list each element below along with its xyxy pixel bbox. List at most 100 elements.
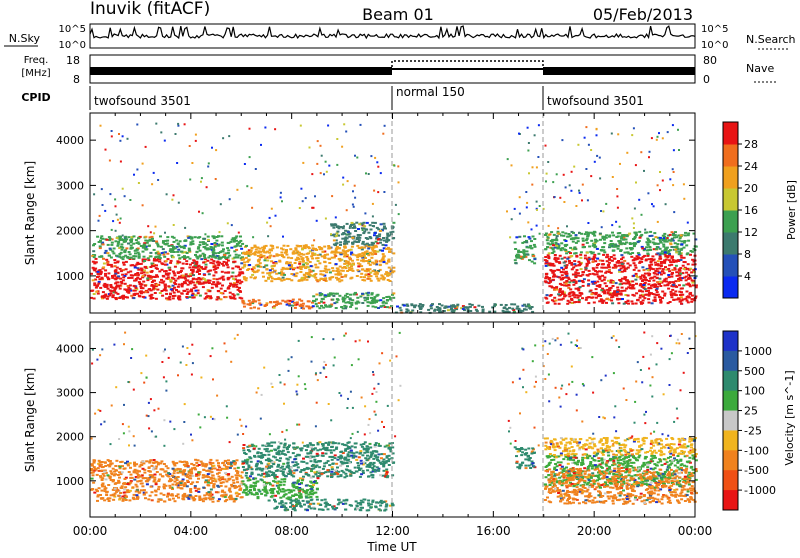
power-cell [357, 234, 360, 236]
power-cell [650, 287, 653, 289]
power-sparse-cell [101, 188, 103, 190]
power-cell [178, 261, 181, 263]
velocity-cell [153, 480, 156, 482]
velocity-cell [245, 475, 248, 477]
power-cell [111, 242, 114, 244]
power-cell [331, 293, 334, 295]
power-cell [379, 260, 382, 262]
power-cell [671, 272, 674, 274]
power-ytick-label: 2000 [56, 225, 84, 238]
power-sparse-cell [536, 166, 538, 168]
power-cell [184, 239, 187, 241]
power-sparse-cell [189, 179, 191, 181]
power-cell [672, 284, 675, 286]
power-cell [361, 293, 364, 295]
power-cell [116, 261, 119, 263]
power-cell [137, 269, 140, 271]
power-cell [560, 271, 563, 273]
power-cell [343, 256, 346, 258]
power-cell [666, 284, 669, 286]
power-cell [659, 248, 662, 250]
power-cell [210, 259, 213, 261]
power-cell [396, 306, 399, 308]
power-cell [508, 307, 511, 309]
power-sparse-cell [93, 193, 95, 195]
velocity-cell [289, 469, 292, 471]
power-cell [544, 234, 547, 236]
power-cell [616, 287, 619, 289]
power-sparse-cell [102, 204, 104, 206]
power-cell [192, 282, 195, 284]
power-cell [321, 251, 324, 253]
power-cell [307, 266, 310, 268]
power-cell [605, 302, 608, 304]
power-sparse-cell [305, 197, 307, 199]
power-cell [339, 274, 342, 276]
power-cell [668, 259, 671, 261]
velocity-cell [194, 459, 197, 461]
power-cell [602, 254, 605, 256]
velocity-cell [121, 496, 124, 498]
power-cell [355, 222, 358, 224]
power-cell [239, 236, 242, 238]
power-cell [371, 244, 374, 246]
power-cell [573, 260, 576, 262]
velocity-cell [226, 468, 229, 470]
power-cell [652, 293, 655, 295]
power-cell [287, 257, 290, 259]
power-cell [314, 277, 317, 279]
power-sparse-cell [657, 184, 659, 186]
power-cell [659, 252, 662, 254]
power-cell [205, 264, 208, 266]
power-cell [691, 298, 694, 300]
power-sparse-cell [566, 225, 568, 227]
velocity-cell [125, 499, 128, 501]
power-cell [648, 280, 651, 282]
velocity-cell [236, 459, 239, 461]
power-cell [120, 281, 123, 283]
power-sparse-cell [631, 134, 633, 136]
velocity-cell [118, 477, 121, 479]
power-cell [437, 307, 440, 309]
velocity-cell [107, 484, 110, 486]
power-cell [601, 302, 604, 304]
power-cell [532, 255, 535, 257]
power-cell [311, 245, 314, 247]
power-cell [164, 284, 167, 286]
power-sparse-cell [184, 123, 186, 125]
power-sparse-cell [105, 149, 107, 151]
power-sparse-cell [264, 127, 266, 129]
power-cell [223, 254, 226, 256]
power-cell [197, 248, 200, 250]
power-cell [96, 236, 99, 238]
power-cell [608, 269, 611, 271]
velocity-cell [103, 471, 106, 473]
velocity-cell [213, 483, 216, 485]
power-cell [392, 252, 395, 254]
velocity-cell [169, 480, 172, 482]
power-cell [383, 261, 386, 263]
power-cell [552, 272, 555, 274]
power-cell [583, 246, 586, 248]
power-cell [403, 305, 406, 307]
power-cell [612, 246, 615, 248]
power-sparse-cell [171, 199, 173, 201]
velocity-cell [360, 444, 363, 446]
power-cell [380, 278, 383, 280]
power-sparse-cell [582, 184, 584, 186]
velocity-cell [359, 476, 362, 478]
power-cell [323, 255, 326, 257]
power-sparse-cell [302, 162, 304, 164]
velocity-cell [233, 463, 236, 465]
power-sparse-cell [545, 145, 547, 147]
power-cell [352, 254, 355, 256]
power-cell [199, 282, 202, 284]
velocity-cell [153, 459, 156, 461]
power-cell [522, 252, 525, 254]
power-cell [555, 289, 558, 291]
power-sparse-cell [662, 137, 664, 139]
power-sparse-cell [266, 222, 268, 224]
power-cell [273, 265, 276, 267]
station-title: Inuvik (fitACF) [90, 0, 210, 19]
velocity-cell [132, 486, 135, 488]
